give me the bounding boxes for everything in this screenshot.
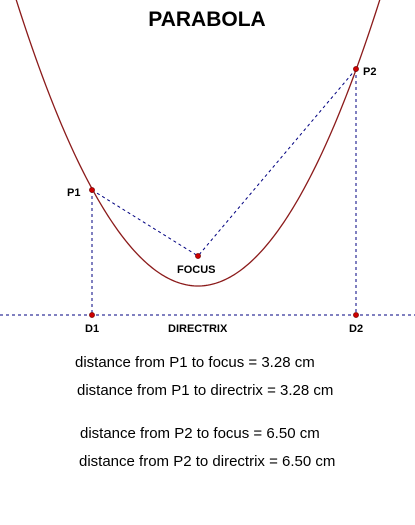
diagram-title: PARABOLA [148,8,265,31]
measurement-p1-directrix: distance from P1 to directrix = 3.28 cm [77,382,333,399]
focus-label: FOCUS [177,264,216,276]
measurement-p2-directrix: distance from P2 to directrix = 6.50 cm [79,453,335,470]
p1-label: P1 [67,187,80,199]
measurement-p1-focus: distance from P1 to focus = 3.28 cm [75,354,315,371]
d2-label: D2 [349,323,363,335]
d2-point [353,312,359,318]
p2-focus-segment [197,68,357,257]
measurement-p2-focus: distance from P2 to focus = 6.50 cm [80,425,320,442]
p1-point [89,187,95,193]
directrix-label: DIRECTRIX [168,323,228,335]
d1-label: D1 [85,323,99,335]
d1-point [89,312,95,318]
p2-label: P2 [363,66,376,78]
parabola-curve [15,0,381,287]
p2-point [353,66,359,72]
focus-point [195,253,201,259]
p1-focus-segment [91,189,199,257]
